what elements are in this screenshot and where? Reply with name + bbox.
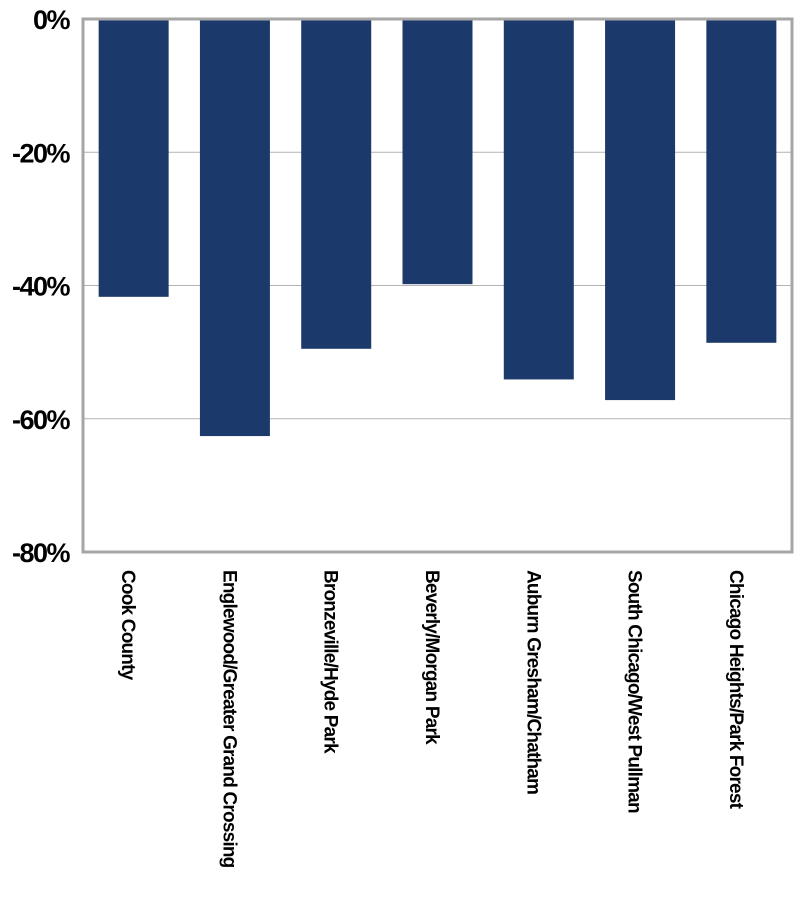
bar — [402, 19, 473, 285]
x-category-label: Beverly/Morgan Park — [421, 570, 442, 745]
x-category-label: Englewood/Greater Grand Crossing — [218, 570, 239, 868]
y-axis-tick-labels: 0% -20% -40% -60% -80% — [12, 5, 72, 568]
x-category-label: Bronzeville/Hyde Park — [320, 570, 341, 754]
bar — [605, 19, 676, 401]
bar — [98, 19, 169, 297]
x-category-label: Cook County — [117, 570, 138, 681]
x-category-label: South Chicago/West Pullman — [624, 570, 645, 813]
y-tick-label: -80% — [12, 538, 71, 568]
x-category-label: Chicago Heights/Park Forest — [725, 570, 746, 810]
x-axis-category-labels: Cook County Englewood/Greater Grand Cross… — [117, 570, 746, 868]
y-tick-label: -60% — [12, 405, 71, 435]
bar — [706, 19, 777, 343]
x-category-label: Auburn Gresham/Chatham — [522, 570, 543, 794]
y-tick-label: 0% — [33, 5, 71, 35]
y-tick-label: -40% — [12, 272, 71, 302]
bar — [199, 19, 270, 437]
bar — [301, 19, 372, 349]
y-tick-label: -20% — [12, 138, 71, 168]
bars — [98, 19, 777, 437]
bar — [503, 19, 574, 380]
plot-frame — [81, 17, 794, 554]
